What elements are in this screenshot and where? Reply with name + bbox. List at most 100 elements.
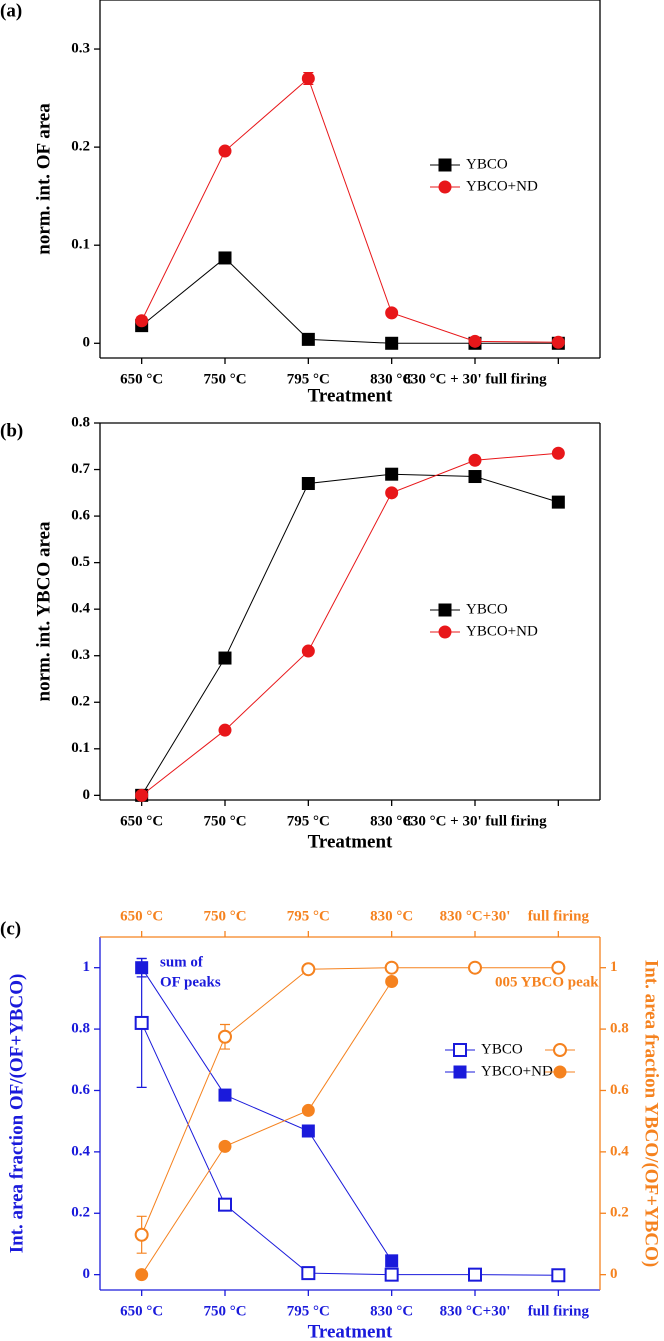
x2-tick-label: 830 °C [370,908,413,924]
x-tick-label: 795 °C [287,371,330,387]
y-tick-label: 0.8 [71,414,90,430]
marker [135,788,149,802]
marker [385,306,399,320]
x2-tick-label: 795 °C [287,908,330,924]
y-tick-label: 0.4 [71,601,90,617]
legend-label: YBCO [481,1041,523,1057]
x2-tick-label: full firing [528,908,590,924]
marker [551,1268,566,1283]
y-tick-label: 0.1 [71,740,90,756]
y-tick-label: 0.6 [71,1082,90,1098]
y-tick-label: 0.1 [71,237,90,253]
marker [468,1267,482,1282]
marker [301,1103,315,1117]
x-tick-label: 830 °C + 30' full firing [403,813,547,829]
x-tick-label: 650 °C [120,813,163,829]
x-axis-title: Treatment [308,831,393,852]
marker [551,335,565,349]
x-tick-label: 650 °C [120,371,163,387]
marker [301,1266,316,1281]
series-line [141,967,393,1262]
marker [468,334,482,348]
y-axis-title: norm. int. YBCO area [33,521,54,701]
marker [301,332,315,346]
y-tick-label: 0.3 [71,40,90,56]
x2-tick-label: 650 °C [120,908,163,924]
y-tick-label: 0 [83,335,91,351]
y2-tick-label: 0.6 [610,1082,629,1098]
x-tick-label: 830 °C+30' [440,1303,511,1319]
marker [385,486,399,500]
marker [301,1124,315,1138]
y2-tick-label: 0.4 [610,1143,629,1159]
x-tick-label: 650 °C [120,1303,163,1319]
x-tick-label: 830 °C [370,371,413,387]
y-tick-label: 0.3 [71,647,90,663]
marker [218,144,232,158]
marker [551,446,565,460]
x-tick-label: full firing [528,1303,590,1319]
marker [453,1043,467,1057]
marker [301,962,316,977]
x-tick-label: 830 °C [370,1303,413,1319]
marker [468,960,482,975]
marker [135,314,149,328]
marker [134,1015,149,1030]
x-axis-title: Treatment [308,385,393,406]
panel-label: (b) [0,420,23,441]
marker [468,470,482,484]
marker [301,644,315,658]
y-tick-label: 0 [83,1266,91,1282]
y-tick-label: 0.2 [71,694,90,710]
marker [218,651,232,665]
marker [385,467,399,481]
x-tick-label: 830 °C [370,813,413,829]
x-tick-label: 750 °C [203,371,246,387]
y2-tick-label: 0.8 [610,1021,629,1037]
y-axis-title: norm. int. OF area [33,103,54,255]
marker [218,1029,232,1044]
panel-label: (c) [0,918,21,939]
marker [135,961,149,975]
marker [553,1065,567,1079]
y2-tick-label: 0 [610,1266,618,1282]
marker [468,453,482,467]
marker [385,975,399,989]
legend-label: YBCO [466,156,508,172]
y2-axis-title: Int. area fraction YBCO/(OF+YBCO) [641,960,662,1267]
annotation: sum of [160,954,204,970]
series-line [141,257,559,344]
y-tick-label: 0.7 [71,461,90,477]
legend-label: YBCO+ND [466,178,538,194]
y-tick-label: 0.2 [71,139,90,155]
y-tick-label: 0.4 [71,1143,90,1159]
marker [301,71,315,85]
y-tick-label: 1 [83,959,91,975]
marker [385,1254,399,1268]
series-line [141,1022,559,1276]
x-tick-label: 750 °C [203,813,246,829]
y-tick-label: 0.8 [71,1021,90,1037]
marker [453,1065,467,1079]
x2-tick-label: 830 °C+30' [440,908,511,924]
y2-tick-label: 0.2 [610,1205,629,1221]
marker [385,336,399,350]
marker [438,158,452,172]
series-line [141,77,559,343]
marker [553,1043,567,1057]
x-tick-label: 795 °C [287,1303,330,1319]
y-tick-label: 0 [83,787,91,803]
panel-label: (a) [0,0,22,21]
marker [218,1197,232,1212]
marker [384,960,399,975]
x2-tick-label: 750 °C [203,908,246,924]
x-tick-label: 830 °C + 30' full firing [403,371,547,387]
x-tick-label: 750 °C [203,1303,246,1319]
marker [218,251,232,265]
marker [135,1268,149,1282]
marker [218,1088,232,1102]
series-line [141,981,393,1275]
legend-label: YBCO+ND [466,623,538,639]
x-tick-label: 795 °C [287,813,330,829]
